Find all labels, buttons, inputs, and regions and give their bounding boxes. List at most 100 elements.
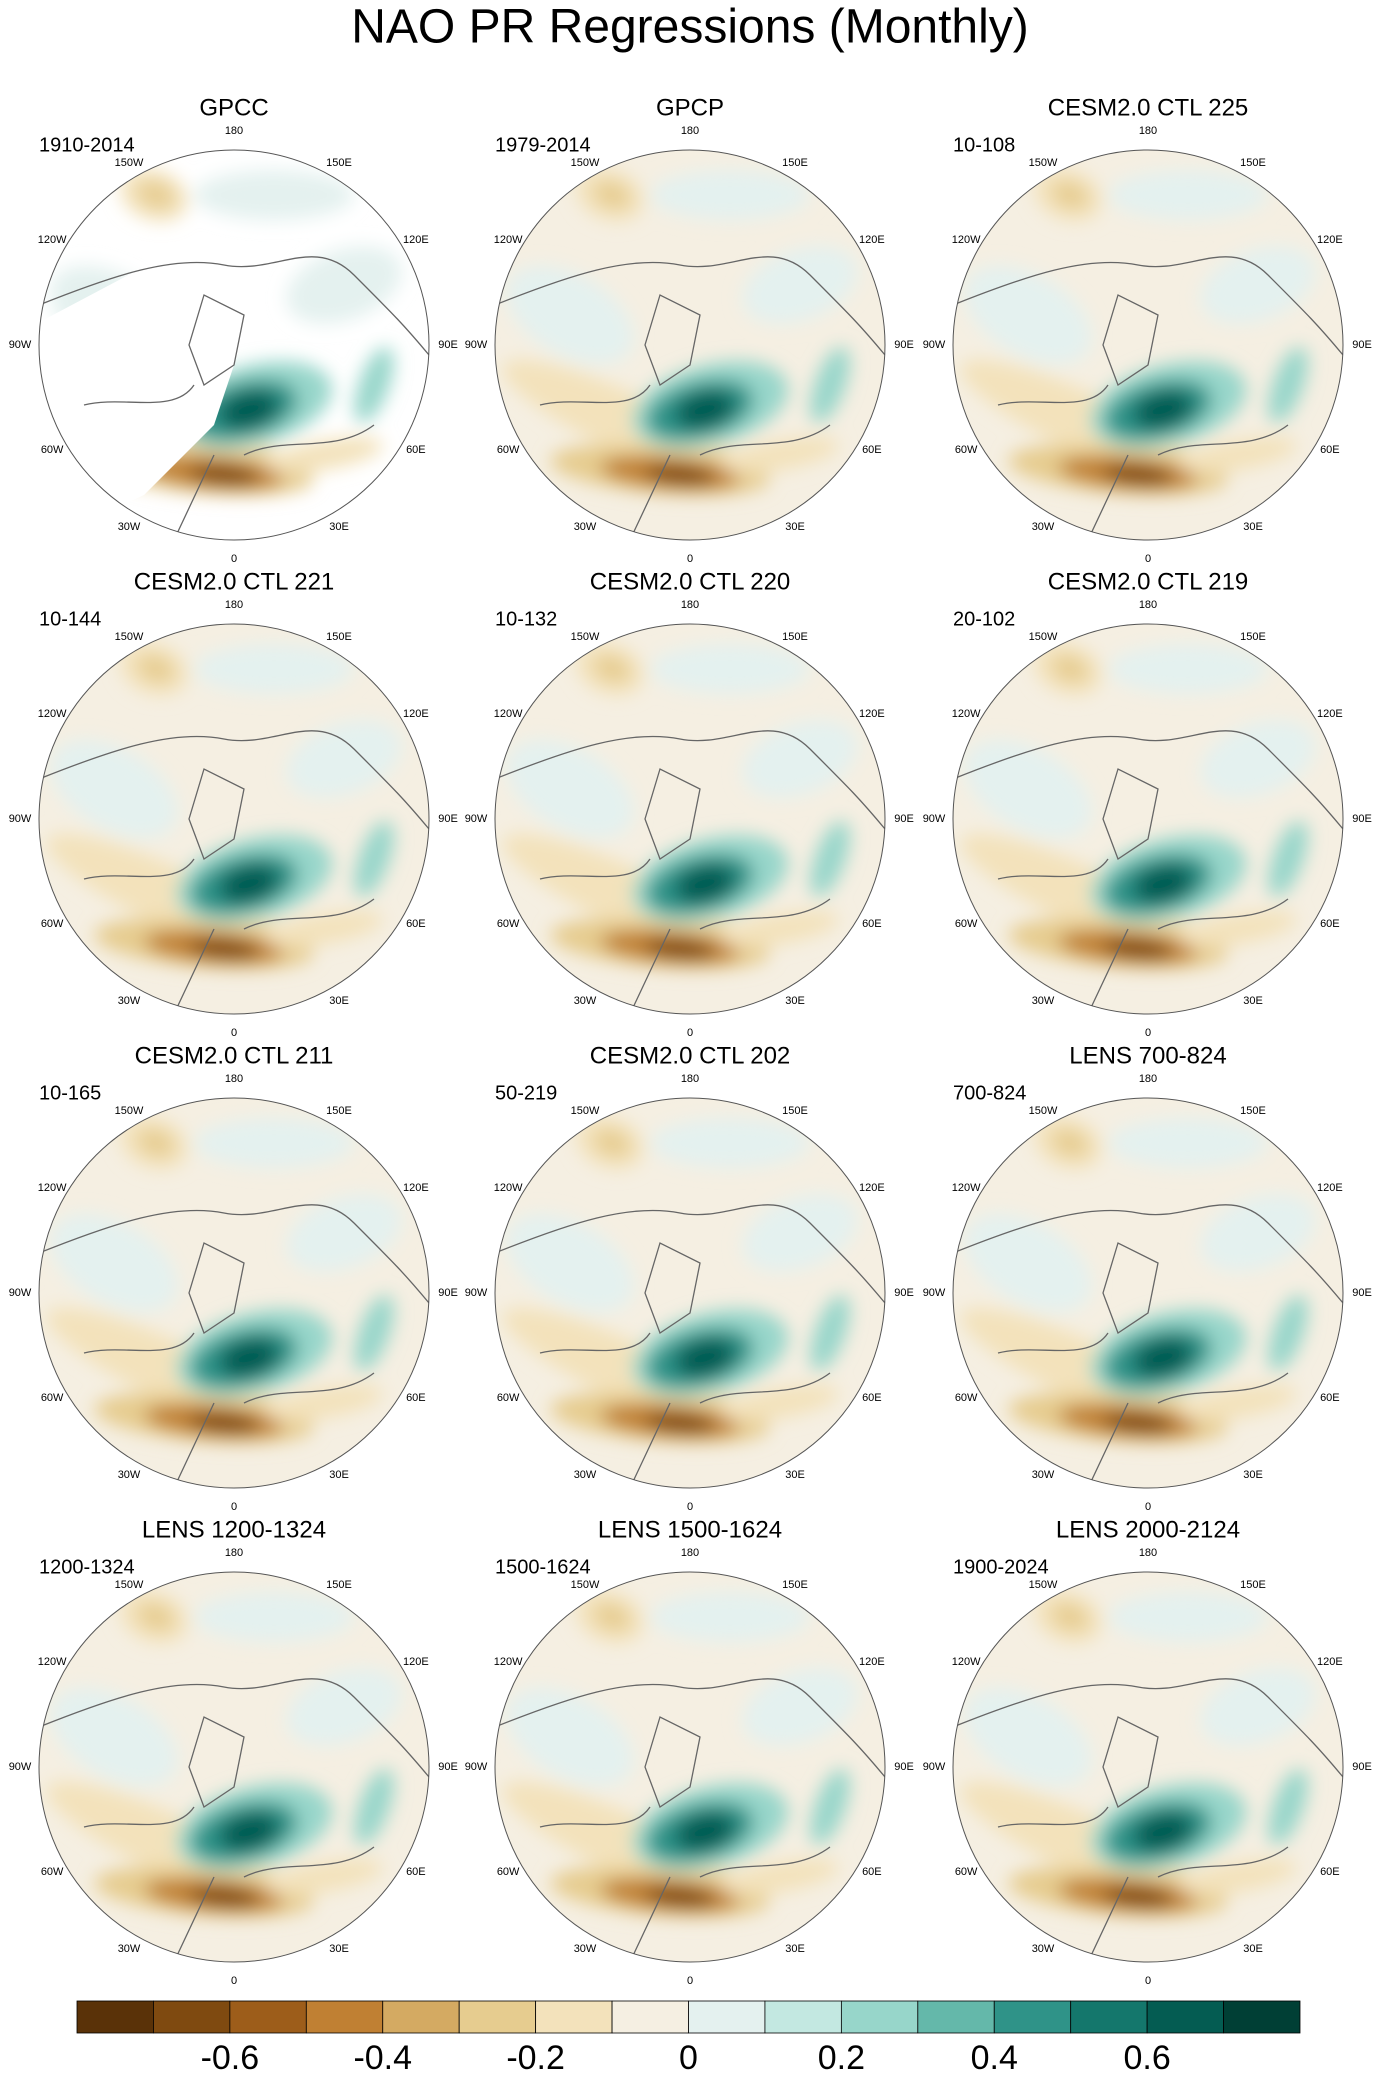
longitude-label: 0 xyxy=(1145,1975,1151,1987)
field-patch xyxy=(675,390,735,430)
field-patch xyxy=(1200,1194,1316,1272)
longitude-label: 60E xyxy=(862,444,882,456)
field-patch xyxy=(650,170,810,220)
field-patch xyxy=(650,1592,810,1642)
longitude-label: 30E xyxy=(785,1469,805,1481)
map xyxy=(39,1572,429,1962)
longitude-label: 150E xyxy=(326,1579,352,1591)
longitude-label: 60E xyxy=(862,1866,882,1878)
field-patch xyxy=(964,1213,1092,1313)
longitude-label: 120W xyxy=(952,1182,981,1194)
longitude-label: 120E xyxy=(1317,708,1343,720)
map xyxy=(495,624,885,1014)
longitude-label: 90E xyxy=(894,1287,914,1299)
longitude-label: 30E xyxy=(1243,521,1263,533)
field-patch xyxy=(1178,910,1298,948)
longitude-label: 30E xyxy=(785,521,805,533)
longitude-label: 0 xyxy=(1145,1027,1151,1039)
longitude-label: 150E xyxy=(1240,631,1266,643)
longitude-label: 90W xyxy=(465,1287,488,1299)
field xyxy=(960,168,1316,496)
map xyxy=(495,1098,885,1488)
colorbar-tick-label: -0.6 xyxy=(201,2039,260,2077)
colorbar-tick-label: 0.4 xyxy=(971,2039,1018,2077)
longitude-label: 30E xyxy=(329,1469,349,1481)
field-patch xyxy=(1200,1668,1316,1746)
field-patch xyxy=(810,1295,850,1371)
field-patch xyxy=(138,1130,174,1156)
longitude-label: 150W xyxy=(1029,631,1058,643)
longitude-label: 150E xyxy=(326,1105,352,1117)
map-border xyxy=(952,1571,1344,1963)
field-patch xyxy=(354,347,394,423)
longitude-label: 120E xyxy=(859,234,885,246)
colorbar-box xyxy=(1070,2000,1148,2034)
longitude-label: 120W xyxy=(494,234,523,246)
field-patch xyxy=(594,1130,630,1156)
panel-period: 700-824 xyxy=(953,1082,1026,1104)
field xyxy=(960,642,1316,970)
panel-title: GPCP xyxy=(656,94,724,121)
longitude-label: 150E xyxy=(782,631,808,643)
longitude-label: 60E xyxy=(1320,444,1340,456)
coastline xyxy=(39,1678,429,1962)
longitude-label: 120W xyxy=(952,1656,981,1668)
field-patch xyxy=(1200,246,1316,324)
field-patch xyxy=(1108,644,1268,694)
longitude-label: 90E xyxy=(438,1287,458,1299)
panel-period: 1500-1624 xyxy=(495,1556,591,1578)
panel-title: CESM2.0 CTL 202 xyxy=(590,1042,791,1069)
longitude-label: 150E xyxy=(782,157,808,169)
longitude-label: 60E xyxy=(406,1866,426,1878)
longitude-label: 0 xyxy=(231,553,237,565)
map-border xyxy=(38,1097,430,1489)
colorbar-box xyxy=(764,2000,842,2034)
field-patch xyxy=(964,1687,1092,1787)
field-patch xyxy=(50,1213,178,1313)
longitude-label: 30W xyxy=(574,1943,597,1955)
longitude-label: 150W xyxy=(115,157,144,169)
field-patch xyxy=(50,739,178,839)
field-patch xyxy=(506,1687,634,1787)
field-patch xyxy=(194,644,354,694)
field-patch xyxy=(810,347,850,423)
longitude-label: 30W xyxy=(118,995,141,1007)
longitude-label: 180 xyxy=(1139,599,1157,611)
longitude-label: 30W xyxy=(574,521,597,533)
field-patch xyxy=(1178,436,1298,474)
field-patch xyxy=(1108,170,1268,220)
longitude-label: 120E xyxy=(403,1182,429,1194)
longitude-label: 30W xyxy=(1032,1943,1055,1955)
longitude-label: 90W xyxy=(923,1761,946,1773)
field-patch xyxy=(219,390,279,430)
longitude-label: 120E xyxy=(403,234,429,246)
longitude-label: 60W xyxy=(497,1392,520,1404)
field-patch xyxy=(506,739,634,839)
field xyxy=(502,168,858,496)
longitude-label: 60W xyxy=(41,1392,64,1404)
colorbar-box xyxy=(229,2000,307,2034)
longitude-label: 120E xyxy=(859,1656,885,1668)
colorbar-tick-label: 0.2 xyxy=(818,2039,865,2077)
field-patch xyxy=(742,246,858,324)
longitude-label: 0 xyxy=(231,1501,237,1513)
longitude-label: 90W xyxy=(465,339,488,351)
field-patch xyxy=(1052,1130,1088,1156)
map xyxy=(495,150,885,540)
longitude-label: 150E xyxy=(1240,157,1266,169)
field-patch xyxy=(286,720,402,798)
field xyxy=(960,1590,1316,1918)
longitude-label: 60E xyxy=(406,1392,426,1404)
longitude-label: 150E xyxy=(782,1579,808,1591)
longitude-label: 60W xyxy=(41,918,64,930)
longitude-label: 180 xyxy=(225,1547,243,1559)
longitude-label: 120W xyxy=(952,234,981,246)
longitude-label: 120W xyxy=(494,1182,523,1194)
panel-title: CESM2.0 CTL 219 xyxy=(1048,568,1249,595)
map xyxy=(495,1572,885,1962)
longitude-label: 30W xyxy=(1032,1469,1055,1481)
field-patch xyxy=(964,265,1092,365)
longitude-label: 0 xyxy=(231,1027,237,1039)
longitude-label: 180 xyxy=(681,1547,699,1559)
longitude-label: 120E xyxy=(403,1656,429,1668)
